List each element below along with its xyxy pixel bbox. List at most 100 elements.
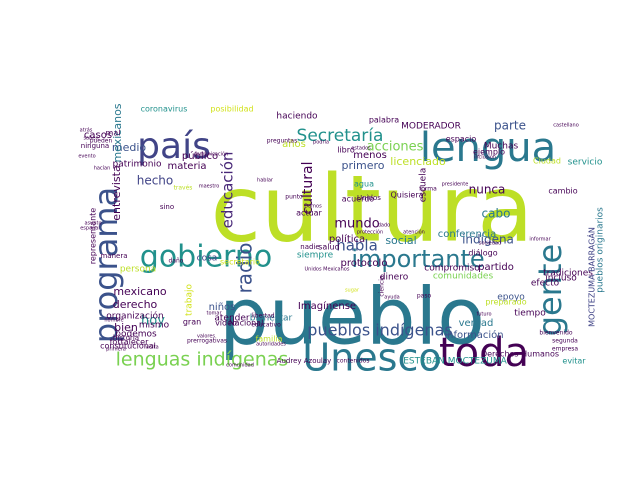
word-bienvenido: bienvenido: [539, 330, 572, 337]
word-evento: evento: [78, 154, 95, 160]
word-educación: educación: [219, 152, 237, 229]
word-castellano: castellano: [553, 123, 579, 129]
word-imagínense: Imagínense: [298, 300, 356, 312]
word-lenguas-indígenas: lenguas indígenas: [116, 349, 289, 371]
word-través: través: [174, 185, 193, 192]
word-unidos: Unidos: [357, 194, 381, 202]
word-protección: protección: [357, 229, 383, 236]
word-tomar: tomar: [206, 311, 222, 317]
word-podemos: podemos: [115, 330, 157, 340]
word-sino: sino: [160, 203, 174, 211]
word-público: público: [182, 150, 218, 162]
word-mismo: mismo: [139, 321, 170, 331]
word-quisiera: Quisiera: [390, 191, 423, 200]
word-visita: visita: [145, 345, 158, 351]
word-inclusión: inclusión: [474, 154, 496, 161]
word-espacio: espacio: [446, 135, 477, 144]
word-protocolo: protocolo: [341, 258, 388, 269]
word-servicio: servicio: [568, 158, 603, 168]
word-valores: valores: [197, 334, 215, 340]
word-diálogo: diálogo: [468, 249, 497, 258]
word-ciudad: Ciudad: [533, 157, 561, 166]
word-unidos-mexicanos: Unidos Mexicanos: [305, 267, 350, 273]
word-familia: familia: [255, 335, 282, 344]
word-tiempo: tiempo: [514, 309, 546, 319]
word-paso: paso: [417, 293, 432, 300]
word-muchas: Muchas: [484, 142, 519, 152]
word-atender: atender: [214, 314, 250, 324]
word-efecto: efecto: [531, 279, 560, 289]
word-autoridades: autoridades: [256, 342, 286, 348]
word-gente: gente: [531, 244, 569, 337]
word-informar: informar: [529, 237, 551, 243]
word-prerrogativas: prerrogativas: [187, 338, 227, 345]
word-cabo: cabo: [482, 207, 511, 221]
word-comunidad: comunidad: [226, 363, 254, 369]
word-conferencia: conferencia: [438, 229, 496, 240]
word-radio: radio: [233, 243, 257, 294]
word-programa: programa: [87, 187, 125, 343]
word-comunicación: comunicación: [194, 151, 229, 158]
word-preparado: preparado: [485, 298, 526, 307]
word-materia: materia: [168, 161, 207, 172]
word-primera: primera: [106, 347, 126, 353]
word-sugar: sugar: [345, 288, 360, 294]
word-ejemplo: ejemplo: [473, 148, 505, 157]
word-sociedad: sociedad: [479, 241, 501, 247]
word-dado: dado: [378, 223, 390, 229]
word-partido: partido: [478, 262, 514, 273]
word-evitar: evitar: [562, 357, 586, 366]
word-asunto: asunto: [84, 221, 101, 227]
word-fortalecer: fortalecer: [110, 338, 150, 347]
word-futuro: futuro: [476, 312, 491, 318]
word-empresa: empresa: [552, 346, 578, 353]
word-bien: bien: [114, 321, 138, 334]
word-años: años: [282, 139, 306, 150]
word-hoy: hoy: [141, 314, 165, 329]
word-incluso: incluso: [545, 274, 577, 284]
word-derecho: derecho: [113, 298, 158, 311]
word-hecho: hecho: [137, 174, 174, 188]
word-hacían: hacían: [94, 165, 111, 172]
word-mexicano: mexicano: [113, 285, 167, 298]
word-indígena: indígena: [462, 233, 514, 247]
word-historia: historia: [113, 334, 139, 342]
word-constitucional: constitucional: [100, 342, 156, 351]
word-nombre: nombre: [104, 318, 123, 324]
word-lengua: lengua: [420, 125, 556, 171]
word-nacional: Nacional: [229, 319, 264, 328]
word-actuar: actuar: [296, 209, 322, 218]
word-secretaría: Secretaría: [297, 126, 384, 146]
word-nadie: nadie: [300, 243, 319, 251]
word-país: país: [137, 126, 211, 167]
word-posibilidad: posibilidad: [210, 105, 253, 114]
word-licenciado: licenciado: [390, 155, 446, 168]
word-menos: menos: [353, 150, 387, 161]
word-bienestar: bienestar: [250, 314, 293, 324]
word-ciencia: ciencia: [379, 275, 386, 296]
word-escuela: escuela: [419, 168, 429, 202]
word-primero: primero: [341, 159, 384, 172]
word-atrás: atrás: [80, 127, 93, 134]
word-comunidades: comunidades: [433, 272, 494, 282]
word-contenidos: contenidos: [337, 358, 370, 365]
word-casos: casos: [84, 130, 112, 141]
word-política: política: [329, 233, 365, 245]
word-educativo: educativo: [251, 322, 281, 329]
word-segunda: segunda: [552, 338, 578, 345]
word-preguntas: preguntas: [267, 138, 297, 145]
word-daño: daño: [169, 258, 184, 265]
word-habla: habla: [336, 237, 378, 255]
word-persona: persona: [120, 265, 156, 275]
word-video: video: [215, 319, 237, 328]
word-nunca: nunca: [469, 183, 506, 197]
word-patrimonio: patrimonio: [113, 160, 162, 170]
word-manera: manera: [100, 252, 127, 260]
word-esteban-moctezuma: ESTEBAN MOCTEZUMA: [403, 357, 507, 367]
word-cambio: cambio: [548, 187, 577, 196]
word-audrey-azoulay: Audrey Azoulay: [277, 357, 332, 365]
word-cosa: cosa: [197, 254, 218, 264]
word-siempre: siempre: [297, 251, 334, 261]
word-estados: estados: [351, 146, 371, 152]
word-ayuda: ayuda: [384, 295, 399, 301]
